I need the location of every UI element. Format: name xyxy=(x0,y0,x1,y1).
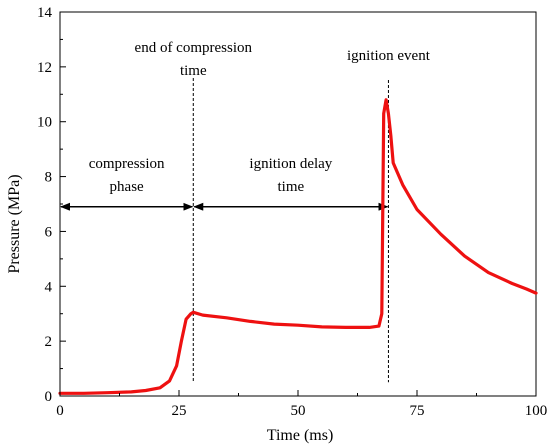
axes: 0 25 50 75 100 0 2 4 6 8 10 12 14 xyxy=(37,5,547,419)
marker-label: time xyxy=(180,63,207,79)
x-tick-label: 25 xyxy=(172,403,187,419)
x-tick-label: 75 xyxy=(410,403,425,419)
y-tick-label: 12 xyxy=(37,60,52,76)
x-tick-label: 50 xyxy=(291,403,306,419)
annotations: end of compression time ignition event comp… xyxy=(60,40,431,383)
phase-label: ignition delay xyxy=(249,156,332,172)
y-tick-label: 8 xyxy=(45,170,53,186)
y-tick-label: 6 xyxy=(45,224,53,240)
y-tick-label: 2 xyxy=(45,334,53,350)
phase-label: compression xyxy=(89,156,165,172)
y-axis-label: Pressure (MPa) xyxy=(6,174,23,273)
y-tick-label: 14 xyxy=(37,5,53,21)
marker-label: ignition event xyxy=(347,48,431,64)
x-tick-label: 100 xyxy=(525,403,548,419)
y-tick-label: 4 xyxy=(45,279,53,295)
y-tick-label: 10 xyxy=(37,115,52,131)
phase-label: time xyxy=(278,179,305,195)
x-axis-label: Time (ms) xyxy=(267,427,334,444)
series-layer xyxy=(58,98,538,395)
pressure-series-line xyxy=(58,98,538,395)
y-tick-label: 0 xyxy=(45,389,53,405)
plot-frame xyxy=(59,11,537,397)
plot-area xyxy=(59,11,537,397)
x-tick-label: 0 xyxy=(56,403,64,419)
phase-label: phase xyxy=(110,179,144,195)
marker-label: end of compression xyxy=(135,40,253,56)
